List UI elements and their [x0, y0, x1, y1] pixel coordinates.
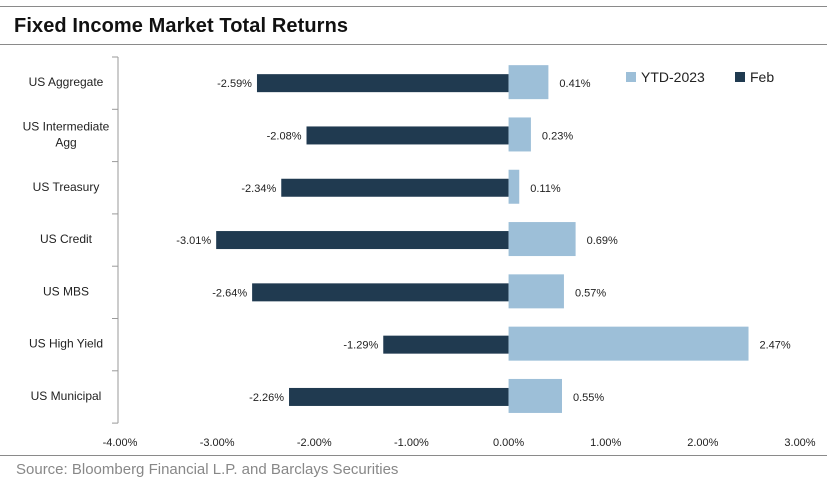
- feb-bar: [306, 126, 509, 145]
- feb-data-label: -3.01%: [176, 235, 211, 247]
- feb-bar: [281, 178, 509, 197]
- bottom-rule: [0, 455, 827, 456]
- category-label: US Municipal: [31, 389, 102, 403]
- ytd-data-label: 0.57%: [575, 287, 606, 299]
- x-tick-label: -3.00%: [200, 437, 235, 449]
- ytd-bar: [508, 378, 562, 413]
- ytd-data-label: 0.69%: [587, 235, 618, 247]
- ytd-bar: [508, 169, 520, 204]
- ytd-data-label: 2.47%: [760, 340, 791, 352]
- ytd-data-label: 0.41%: [559, 78, 590, 90]
- legend-label-ytd: YTD-2023: [641, 69, 705, 85]
- category-label: US MBS: [43, 284, 89, 298]
- feb-data-label: -2.34%: [241, 183, 276, 195]
- legend-swatch-feb: [735, 72, 745, 82]
- x-tick-label: 0.00%: [493, 437, 524, 449]
- feb-bar: [256, 74, 509, 93]
- feb-bar: [289, 387, 509, 406]
- x-tick-label: -2.00%: [297, 437, 332, 449]
- ytd-data-label: 0.11%: [530, 183, 561, 195]
- ytd-data-label: 0.55%: [573, 392, 604, 404]
- feb-data-label: -2.64%: [212, 287, 247, 299]
- category-label: US High Yield: [29, 337, 103, 351]
- legend-label-feb: Feb: [750, 69, 774, 85]
- x-tick-label: -1.00%: [394, 437, 429, 449]
- ytd-data-label: 0.23%: [542, 130, 573, 142]
- feb-data-label: -2.59%: [217, 78, 252, 90]
- feb-bar: [383, 335, 509, 354]
- top-rule: [0, 6, 827, 7]
- x-tick-label: 2.00%: [687, 437, 718, 449]
- category-label: US Aggregate: [29, 75, 104, 89]
- category-label: US Treasury: [33, 180, 100, 194]
- x-tick-label: 1.00%: [590, 437, 621, 449]
- ytd-bar: [508, 117, 531, 152]
- legend-swatch-ytd: [626, 72, 636, 82]
- feb-bar: [216, 231, 509, 250]
- feb-data-label: -2.08%: [267, 130, 302, 142]
- feb-data-label: -1.29%: [343, 340, 378, 352]
- feb-bar: [252, 283, 509, 302]
- ytd-bar: [508, 274, 564, 309]
- category-label: US Credit: [40, 232, 93, 246]
- source-note: Source: Bloomberg Financial L.P. and Bar…: [16, 461, 399, 478]
- x-tick-label: -4.00%: [103, 437, 138, 449]
- x-tick-label: 3.00%: [784, 437, 815, 449]
- title-underline: [0, 44, 827, 45]
- ytd-bar: [508, 65, 549, 100]
- ytd-bar: [508, 326, 749, 361]
- feb-data-label: -2.26%: [249, 392, 284, 404]
- ytd-bar: [508, 222, 576, 257]
- chart-title: Fixed Income Market Total Returns: [14, 15, 349, 37]
- category-label: US Intermediate Agg: [23, 119, 110, 149]
